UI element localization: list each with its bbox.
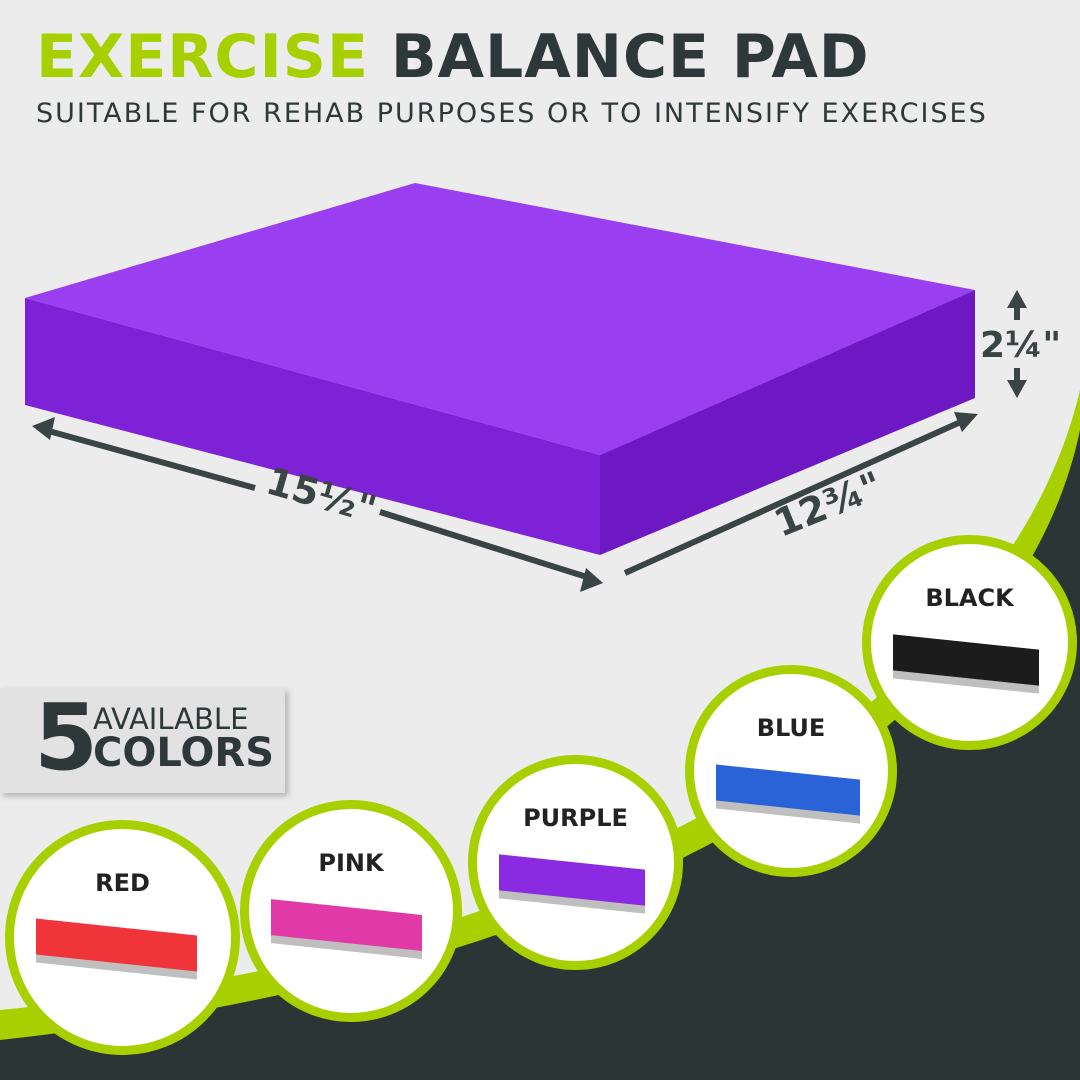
swatch-label: BLUE	[756, 714, 826, 742]
page-title: EXERCISE BALANCE PAD	[36, 22, 870, 92]
purple-pad	[499, 854, 645, 906]
pink-pad	[271, 899, 422, 951]
badge-line1: AVAILABLE	[93, 702, 249, 736]
swatch-label: BLACK	[925, 584, 1014, 612]
dimension-arrows	[32, 290, 1027, 592]
color-swatch-pink: PINK	[240, 800, 462, 1022]
color-swatch-purple: PURPLE	[468, 755, 683, 970]
badge-number: 5	[34, 684, 99, 791]
swatch-label: PURPLE	[523, 804, 628, 832]
available-colors-badge: 5 AVAILABLE COLORS	[0, 684, 285, 793]
color-swatch-red: RED	[5, 820, 240, 1055]
black-pad	[893, 634, 1039, 686]
swatch-label: RED	[95, 869, 150, 897]
title-main: BALANCE PAD	[390, 22, 870, 92]
balance-pad-image	[25, 183, 975, 555]
swatch-label: PINK	[318, 849, 384, 877]
blue-pad	[716, 764, 860, 816]
title-accent: EXERCISE	[36, 22, 369, 92]
color-swatch-black: BLACK	[862, 535, 1077, 750]
red-pad	[36, 918, 197, 972]
height-label: 2¼"	[980, 325, 1061, 366]
subtitle: SUITABLE FOR REHAB PURPOSES OR TO INTENS…	[36, 98, 988, 129]
badge-line2: COLORS	[93, 730, 275, 776]
dark-swoosh	[0, 430, 1080, 1080]
color-swatch-blue: BLUE	[685, 665, 897, 877]
